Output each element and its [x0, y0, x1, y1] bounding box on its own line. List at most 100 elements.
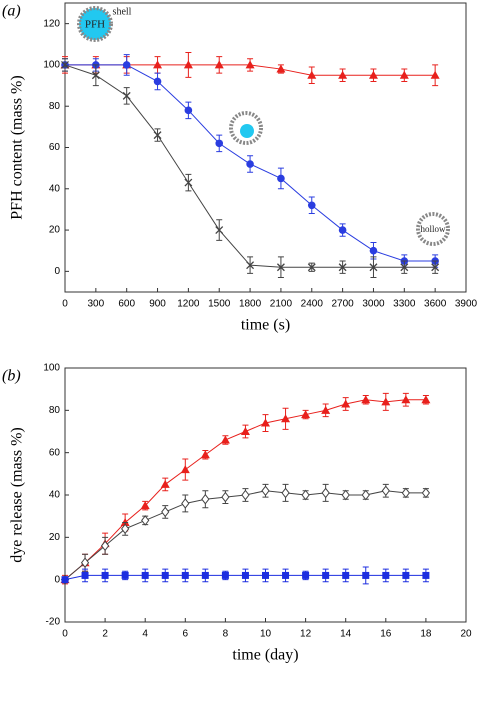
marker: [399, 70, 409, 79]
x-tick-label: 900: [149, 299, 166, 310]
x-tick-label: 6: [183, 629, 189, 640]
x-tick-label: 600: [118, 299, 135, 310]
marker: [201, 493, 210, 505]
marker: [402, 571, 410, 579]
marker: [321, 405, 331, 414]
pfh-icon: [77, 6, 113, 42]
panel-label: (b): [2, 368, 21, 385]
marker: [81, 571, 89, 579]
marker: [61, 60, 69, 69]
marker: [240, 427, 250, 435]
marker: [181, 498, 190, 509]
marker: [122, 61, 131, 69]
marker: [401, 395, 411, 404]
marker: [307, 70, 317, 79]
y-tick-label: 0: [54, 266, 60, 277]
marker: [307, 263, 316, 272]
x-tick-label: 16: [380, 629, 392, 640]
marker: [220, 435, 230, 444]
x-tick-label: 3900: [455, 299, 478, 310]
marker: [153, 60, 163, 69]
marker: [381, 397, 391, 406]
series-line: [64, 490, 426, 581]
marker: [200, 450, 210, 459]
marker: [121, 571, 129, 579]
marker: [122, 91, 131, 100]
marker: [80, 557, 90, 569]
marker: [401, 487, 410, 499]
marker: [245, 60, 255, 69]
x-tick-label: 3300: [393, 299, 416, 310]
marker: [362, 571, 370, 579]
x-tick-label: 4: [142, 629, 148, 640]
marker: [368, 70, 378, 79]
annotation: shell: [113, 6, 132, 17]
marker: [341, 489, 350, 501]
y-tick-label: 80: [49, 101, 61, 112]
marker: [161, 571, 169, 579]
y-tick-label: 0: [54, 574, 60, 585]
x-tick-label: 8: [223, 629, 229, 640]
marker: [214, 60, 224, 69]
y-tick-label: 20: [49, 225, 61, 236]
marker: [431, 263, 440, 272]
marker: [91, 71, 100, 80]
y-tick-label: 20: [49, 532, 61, 543]
marker: [369, 263, 378, 272]
marker: [153, 77, 162, 86]
y-tick-label: 100: [43, 60, 60, 71]
marker: [281, 487, 290, 499]
y-tick-label: 40: [49, 183, 61, 194]
marker: [421, 395, 431, 404]
marker: [241, 571, 249, 579]
marker: [181, 571, 189, 579]
marker: [262, 571, 269, 579]
marker: [322, 571, 330, 579]
marker: [400, 263, 409, 272]
marker: [369, 246, 378, 255]
plot-frame: [64, 2, 467, 293]
partial-core: [240, 124, 254, 138]
x-tick-label: 20: [460, 629, 472, 640]
y-tick-label: 40: [49, 490, 61, 501]
y-tick-label: 80: [49, 405, 61, 416]
marker: [338, 226, 347, 234]
marker: [382, 571, 390, 579]
marker: [180, 465, 190, 474]
marker: [361, 489, 370, 501]
y-axis-label: PFH content (mass %): [9, 75, 26, 219]
marker: [221, 491, 230, 503]
x-tick-label: 2100: [270, 299, 293, 310]
marker: [153, 131, 162, 140]
annotation: hollow: [420, 224, 446, 234]
marker: [121, 523, 130, 535]
marker: [215, 226, 224, 235]
marker: [184, 106, 193, 115]
marker: [321, 487, 330, 499]
x-tick-label: 0: [62, 299, 68, 310]
marker: [183, 60, 193, 69]
marker: [338, 263, 347, 272]
marker: [141, 515, 150, 526]
x-tick-label: 18: [420, 629, 432, 640]
x-tick-label: 300: [88, 299, 105, 310]
y-tick-label: 120: [43, 18, 60, 29]
marker: [215, 139, 224, 148]
x-tick-label: 12: [300, 629, 312, 640]
marker: [221, 571, 229, 579]
x-tick-label: 1500: [208, 299, 231, 310]
panel-label: (a): [2, 3, 21, 20]
y-tick-label: 60: [49, 142, 61, 153]
marker: [341, 399, 351, 408]
y-tick-label: 60: [49, 447, 61, 458]
y-tick-label: -20: [46, 617, 61, 628]
marker: [261, 485, 270, 497]
marker: [101, 571, 109, 579]
marker: [381, 485, 390, 497]
y-tick-label: 100: [43, 363, 60, 374]
marker: [246, 160, 254, 168]
x-tick-label: 1200: [177, 299, 200, 310]
marker: [241, 489, 250, 501]
x-tick-label: 0: [62, 629, 68, 640]
